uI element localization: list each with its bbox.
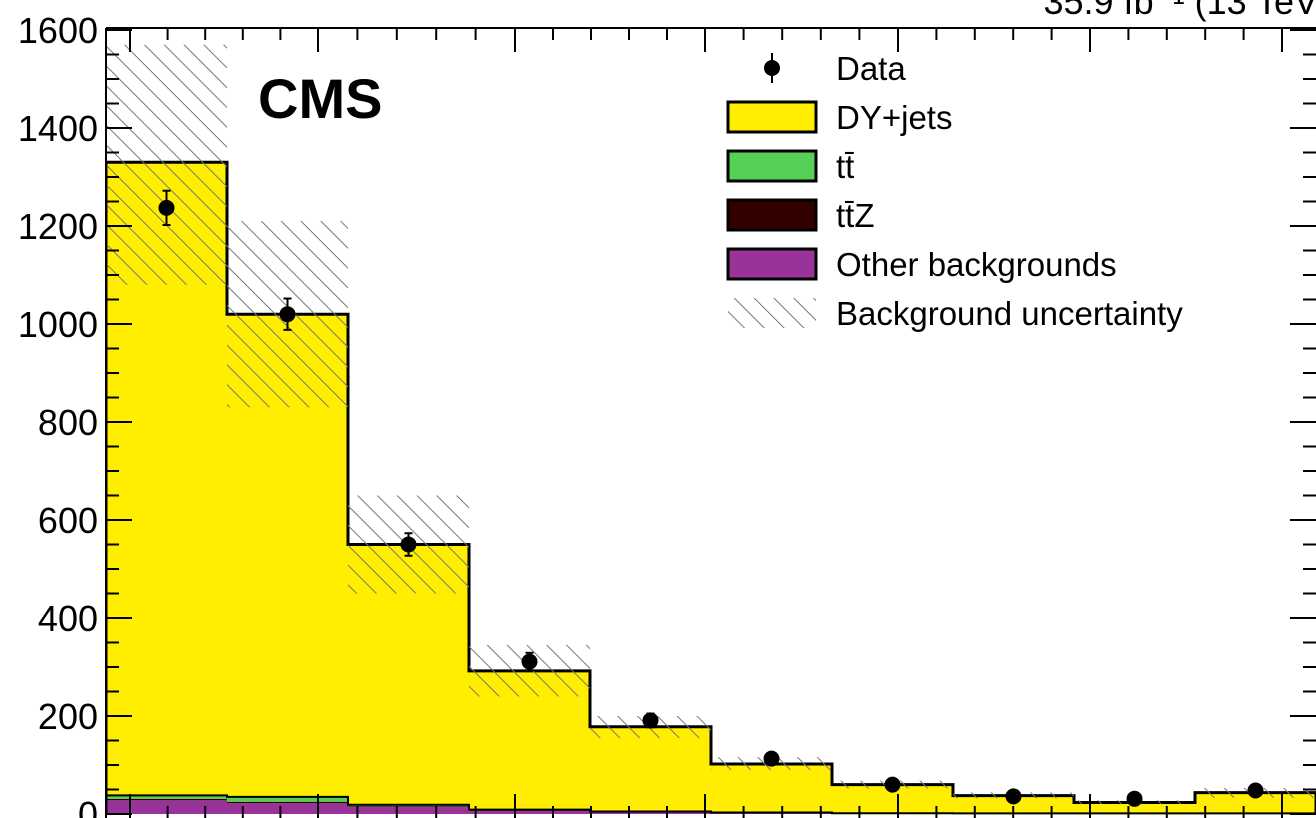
legend-swatch-hatch	[728, 298, 816, 328]
data-point-bin-10	[1247, 782, 1264, 799]
legend-label-5: Other backgrounds	[836, 246, 1117, 283]
data-point-bin-8	[1005, 788, 1022, 805]
legend: Data DY+jets tt̄ tt̄Z Other backgrounds Backg…	[726, 50, 1183, 332]
luminosity-label: 35.9 fb⁻¹ (13 TeV)	[1044, 0, 1316, 22]
legend-swatch-5	[726, 247, 818, 281]
bar-dy-jets-bin-8	[953, 795, 1074, 814]
bar-dy-jets-bin-9	[1074, 802, 1195, 814]
data-point-bin-3	[400, 536, 417, 553]
y-tick-label-1400: 1400	[18, 108, 98, 149]
legend-label-1: Data	[836, 50, 906, 87]
legend-swatch-4	[726, 198, 818, 232]
bar-tt--bin-1	[106, 795, 227, 799]
data-point-bin-4	[521, 653, 538, 670]
y-tick-label-200: 200	[38, 696, 98, 737]
legend-label-3: tt̄	[836, 148, 854, 185]
data-points	[158, 189, 1264, 807]
data-point-bin-1	[158, 199, 175, 216]
data-point-bin-5	[642, 712, 659, 729]
y-tick-label-1200: 1200	[18, 206, 98, 247]
uncertainty-band-bin-1	[106, 44, 227, 285]
data-point-bin-6	[763, 750, 780, 767]
y-tick-label-800: 800	[38, 402, 98, 443]
bar-other-backgrounds-bin-5	[590, 812, 711, 814]
data-point-bin-7	[884, 776, 901, 793]
bar-other-backgrounds-bin-3	[348, 807, 469, 814]
bar-other-backgrounds-bin-1	[106, 800, 227, 814]
legend-label-6: Background uncertainty	[836, 295, 1183, 332]
y-tick-label-1600: 1600	[18, 10, 98, 51]
data-point-bin-2	[279, 306, 296, 323]
bar-dy-jets-bin-6	[711, 764, 832, 813]
uncertainty-bands	[106, 44, 1316, 805]
y-tick-label-0: 0	[78, 794, 98, 818]
bar-other-backgrounds-bin-2	[227, 803, 348, 814]
bar-tt-z-bin-2	[227, 801, 348, 804]
bar-other-backgrounds-bin-4	[469, 811, 590, 814]
y-tick-label-400: 400	[38, 598, 98, 639]
bar-dy-jets-bin-5	[590, 726, 711, 812]
bar-tt--bin-2	[227, 796, 348, 802]
legend-swatch-2	[726, 100, 818, 134]
bar-tt-z-bin-1	[106, 798, 227, 801]
y-tick-labels: 0 200 400 600 800 1000 1200 1400 1600	[18, 10, 98, 818]
bar-dy-jets-bin-10	[1195, 792, 1316, 814]
y-tick-label-1000: 1000	[18, 304, 98, 345]
minor-backgrounds-step-line	[106, 794, 1316, 815]
legend-swatch-3	[726, 149, 818, 183]
experiment-label: CMS	[258, 67, 382, 130]
axis-ticks	[106, 28, 1316, 818]
bar-tt-z-bin-3	[348, 806, 469, 808]
legend-label-4: tt̄Z	[836, 197, 875, 234]
data-point-bin-9	[1126, 790, 1143, 807]
y-tick-label-600: 600	[38, 500, 98, 541]
legend-label-2: DY+jets	[836, 99, 952, 136]
